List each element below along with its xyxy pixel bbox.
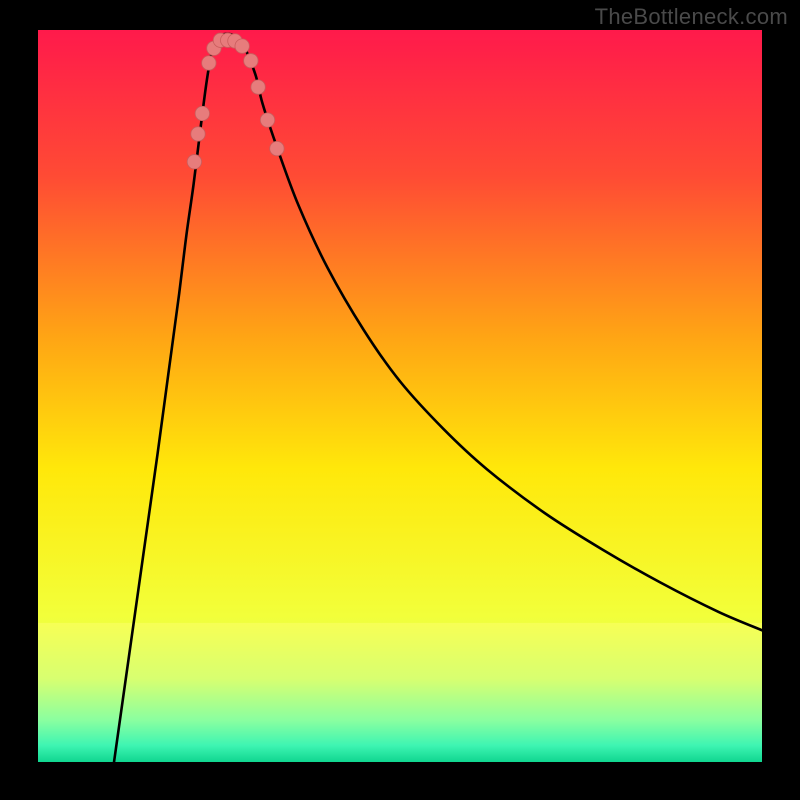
data-marker <box>187 155 201 169</box>
data-marker <box>195 106 209 120</box>
data-marker <box>260 113 274 127</box>
data-marker <box>191 127 205 141</box>
data-marker <box>270 141 284 155</box>
data-marker <box>244 54 258 68</box>
plot-area <box>38 30 762 762</box>
bottom-band <box>38 623 762 762</box>
data-marker <box>235 39 249 53</box>
data-marker <box>202 56 216 70</box>
data-marker <box>251 80 265 94</box>
watermark-text: TheBottleneck.com <box>595 4 788 30</box>
chart-frame: TheBottleneck.com <box>0 0 800 800</box>
bottleneck-curve-chart <box>38 30 762 762</box>
